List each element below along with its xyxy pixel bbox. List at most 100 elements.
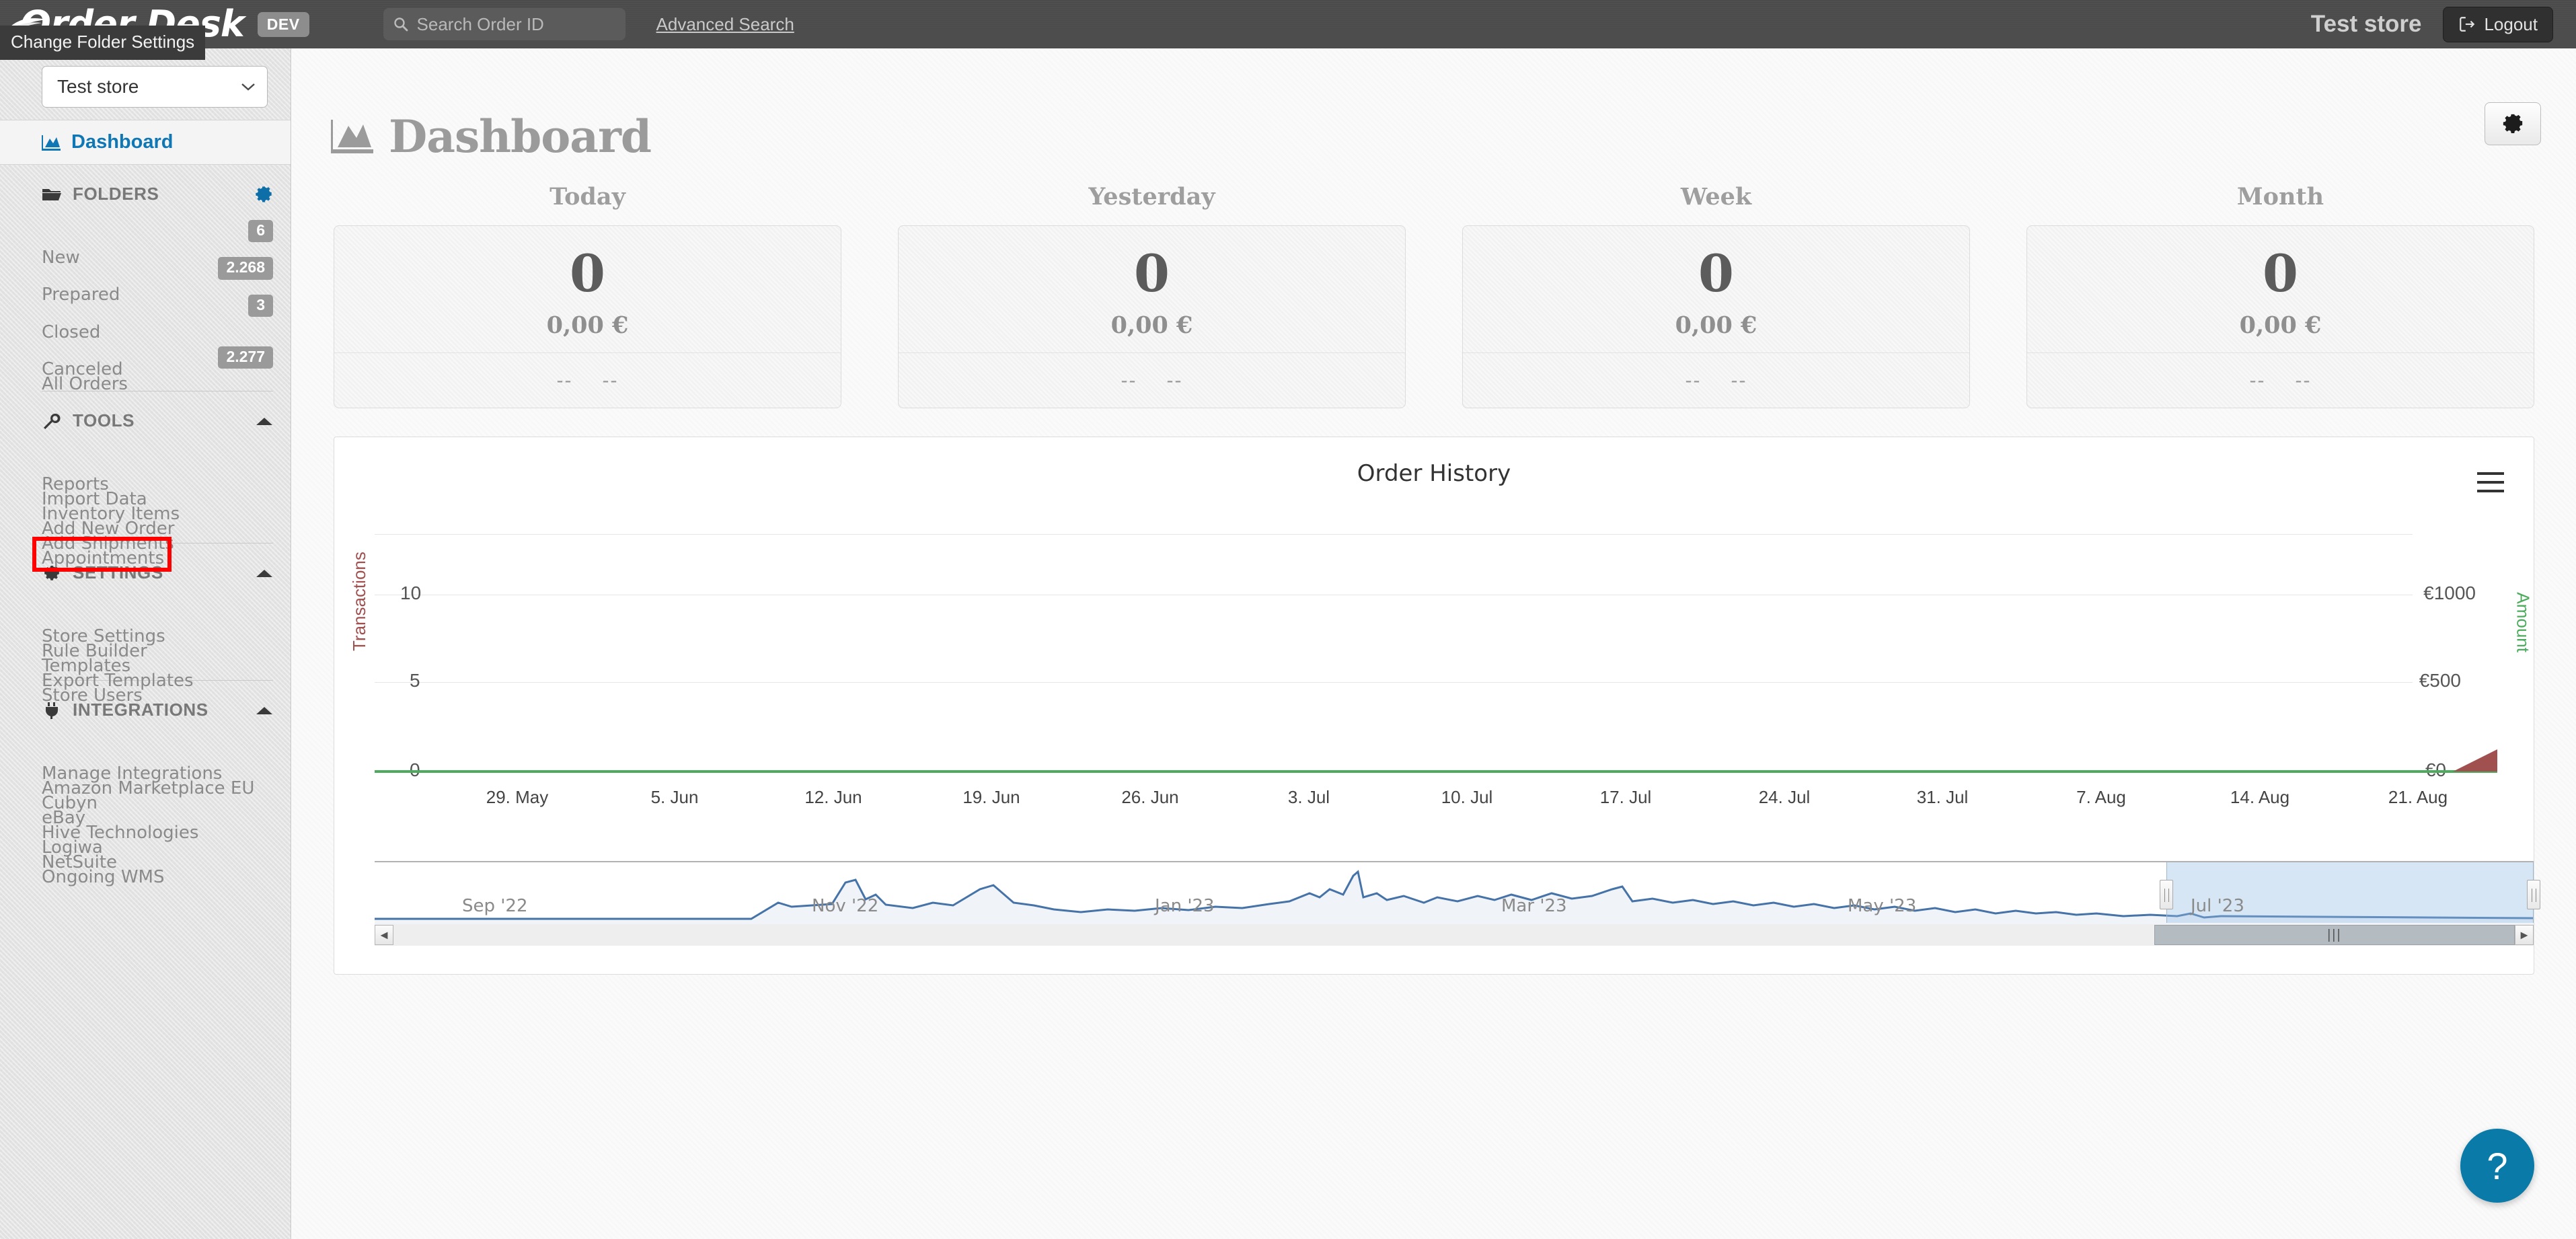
sidebar-item-store-users[interactable]: Store Users	[42, 650, 291, 706]
sidebar-item-appointments-label: Appointments	[42, 548, 165, 569]
chart-xtick: 21. Aug	[2388, 787, 2448, 807]
sidebar-item-manage-integrations[interactable]: Manage Integrations	[42, 728, 291, 784]
chevron-down-icon	[241, 83, 255, 91]
chart-navigator[interactable]: Sep '22 Nov '22 Jan '23 Mar '23 May '23 …	[375, 861, 2540, 948]
sidebar-item-manage-integrations-label: Manage Integrations	[42, 763, 223, 784]
sidebar-item-canceled[interactable]: Canceled	[42, 324, 291, 379]
stat-card-today-foot-left: --	[556, 369, 573, 391]
navigator-selected-range[interactable]	[2166, 862, 2534, 923]
sidebar-item-add-new-order[interactable]: Add New Order	[42, 484, 291, 539]
sidebar-item-closed[interactable]: Closed 3	[42, 287, 291, 342]
sidebar-section-tools: TOOLS Reports Import Data Inventory Item…	[0, 391, 291, 568]
stat-card-today-footer: -- --	[334, 352, 841, 408]
stat-card-week-body[interactable]: 0 0,00 € -- --	[1462, 225, 1970, 408]
navigator-label: Sep '22	[462, 896, 528, 916]
sidebar-item-store-settings-label: Store Settings	[42, 626, 165, 647]
navigator-scroll-left-button[interactable]: ◄	[375, 925, 393, 945]
stat-card-month-foot-left: --	[2249, 369, 2266, 391]
stat-card-yesterday-body[interactable]: 0 0,00 € -- --	[898, 225, 1406, 408]
stat-cards-row: Today 0 0,00 € -- -- Yesterday 0 0,00 €	[292, 163, 2576, 408]
navigator-scroll-track[interactable]: |||	[393, 925, 2515, 945]
sidebar-item-ongoing-wms[interactable]: Ongoing WMS	[42, 832, 291, 887]
folder-icon	[42, 188, 61, 200]
chart-y2tick-0: €0	[2425, 759, 2446, 780]
sidebar: Test store Dashboard FOLDERS	[0, 48, 291, 1239]
sidebar-section-integrations-header[interactable]: INTEGRATIONS	[42, 681, 291, 728]
sidebar-section-tools-header[interactable]: TOOLS	[42, 391, 291, 439]
sidebar-item-netsuite[interactable]: NetSuite	[42, 817, 291, 872]
sidebar-item-store-users-label: Store Users	[42, 685, 143, 706]
chart-xtick: 29. May	[486, 787, 549, 807]
sidebar-item-templates[interactable]: Templates	[42, 621, 291, 676]
change-folder-settings-tooltip: Change Folder Settings	[0, 26, 206, 60]
navigator-handle-right[interactable]	[2527, 880, 2540, 909]
sidebar-item-prepared[interactable]: Prepared 2.268	[42, 250, 291, 305]
navigator-scrollbar[interactable]: ◄ ||| ►	[375, 924, 2534, 946]
sidebar-item-all-orders[interactable]: All Orders 2.277	[42, 339, 291, 394]
caret-up-icon	[256, 417, 272, 425]
plug-icon	[46, 702, 58, 719]
settings-collapse-toggle[interactable]	[256, 568, 273, 578]
navigator-scroll-right-button[interactable]: ►	[2515, 925, 2534, 945]
help-button[interactable]: ?	[2460, 1129, 2534, 1203]
chart-xtick: 31. Jul	[1916, 787, 1969, 807]
stat-card-month-count: 0	[2263, 243, 2298, 303]
chart-icon	[42, 135, 61, 151]
navigator-handle-left[interactable]	[2160, 880, 2174, 909]
sidebar-item-canceled-label: Canceled	[42, 359, 123, 379]
sidebar-section-folders-header[interactable]: FOLDERS	[42, 165, 291, 213]
chart-xtick: 19. Jun	[962, 787, 1020, 807]
stat-card-week-footer: -- --	[1463, 352, 1969, 408]
sidebar-item-new-badge: 6	[248, 220, 273, 243]
integrations-collapse-toggle[interactable]	[256, 705, 273, 716]
stat-card-month-foot-right: --	[2295, 369, 2312, 391]
sidebar-item-hive-technologies[interactable]: Hive Technologies	[42, 788, 291, 843]
sidebar-item-inventory-items-label: Inventory Items	[42, 504, 180, 525]
sidebar-section-settings: SETTINGS Store Settings Rule Builder Tem…	[0, 543, 291, 706]
search-box[interactable]	[383, 8, 626, 40]
sidebar-item-appointments[interactable]: Appointments	[42, 513, 291, 568]
sidebar-item-cubyn[interactable]: Cubyn	[42, 758, 291, 813]
sidebar-item-new[interactable]: New 6	[42, 213, 291, 268]
sidebar-item-rule-builder[interactable]: Rule Builder	[42, 606, 291, 661]
sidebar-item-add-shipments[interactable]: Add Shipments	[42, 498, 291, 554]
stat-card-yesterday: Yesterday 0 0,00 € -- --	[898, 183, 1406, 408]
sidebar-item-amazon-marketplace-eu[interactable]: Amazon Marketplace EU	[42, 743, 291, 798]
sidebar-item-logiwa[interactable]: Logiwa	[42, 802, 291, 858]
stat-card-today-body[interactable]: 0 0,00 € -- --	[334, 225, 841, 408]
sidebar-item-reports[interactable]: Reports	[42, 439, 291, 494]
chart-xtick: 14. Aug	[2230, 787, 2290, 807]
stat-card-month-values: 0 0,00 €	[2027, 226, 2534, 352]
sidebar-item-store-settings[interactable]: Store Settings	[42, 591, 291, 646]
advanced-search-link[interactable]: Advanced Search	[656, 13, 794, 34]
navigator-scroll-thumb[interactable]: |||	[2154, 925, 2515, 945]
tools-collapse-toggle[interactable]	[256, 416, 273, 426]
page-header: Dashboard	[292, 48, 2576, 163]
transactions-series-spike	[2453, 749, 2497, 772]
search-input[interactable]	[416, 13, 616, 35]
stat-card-week-foot-left: --	[1685, 369, 1702, 391]
top-bar: Order Desk DEV Advanced Search Test stor…	[0, 0, 2576, 60]
sidebar-item-export-templates[interactable]: Export Templates	[42, 636, 291, 691]
sidebar-item-dashboard[interactable]: Dashboard	[0, 120, 291, 165]
sidebar-item-closed-badge: 3	[248, 294, 273, 317]
chart-menu-icon[interactable]	[2477, 472, 2504, 492]
sidebar-item-import-data[interactable]: Import Data	[42, 454, 291, 509]
store-selector[interactable]: Test store	[42, 66, 268, 108]
sidebar-divider-3	[42, 680, 273, 681]
sidebar-item-templates-label: Templates	[42, 656, 131, 677]
stat-card-yesterday-foot-left: --	[1121, 369, 1137, 391]
sidebar-item-ebay[interactable]: eBay	[42, 773, 291, 828]
caret-up-icon	[256, 706, 272, 714]
sidebar-item-prepared-label: Prepared	[42, 285, 120, 305]
dashboard-settings-button[interactable]	[2485, 102, 2541, 145]
stat-card-month-body[interactable]: 0 0,00 € -- --	[2026, 225, 2534, 408]
chart-gridline	[375, 682, 2413, 683]
folders-settings-button[interactable]	[254, 185, 273, 204]
logout-button[interactable]: Logout	[2443, 6, 2553, 42]
sidebar-item-inventory-items[interactable]: Inventory Items	[42, 469, 291, 524]
chart-y2tick-500: €500	[2419, 670, 2461, 691]
sidebar-item-reports-label: Reports	[42, 474, 109, 495]
chart-y2tick-1000: €1000	[2423, 583, 2476, 603]
chart-title: Order History	[1357, 460, 1511, 487]
